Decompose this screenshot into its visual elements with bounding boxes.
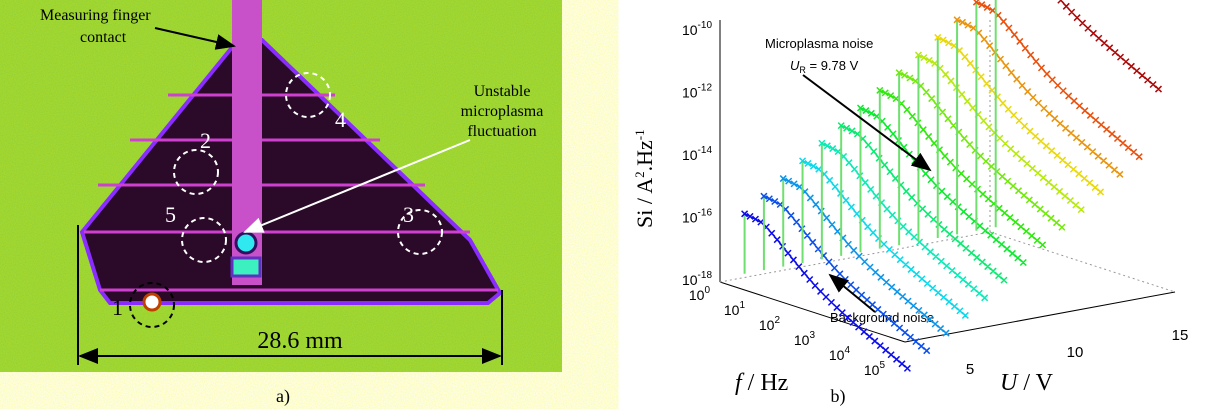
- label-part: 2: [632, 171, 647, 178]
- arrow: [154, 27, 236, 50]
- microplasma-label: Microplasma noise: [765, 36, 873, 51]
- label-part: .Hz: [632, 140, 657, 171]
- fluctuation-label: microplasma: [461, 103, 544, 120]
- arrow: [802, 74, 932, 172]
- trace: [972, 0, 1143, 161]
- tick-label: 105: [864, 360, 886, 378]
- cell: [79, 38, 503, 305]
- tick-base: 10: [682, 22, 698, 38]
- tick-base: 10: [794, 332, 810, 348]
- caption: a): [276, 386, 290, 407]
- trace: [856, 104, 1027, 267]
- tick-label: 101: [724, 300, 746, 318]
- spot-label: 5: [165, 202, 176, 227]
- spot-label: 1: [112, 295, 123, 320]
- tick-base: 10: [689, 287, 705, 303]
- tick-exp: 5: [879, 360, 885, 371]
- tick-exp: 1: [739, 300, 745, 311]
- hot-spot: [142, 292, 162, 312]
- label-part: f: [735, 370, 745, 396]
- tick-label: 10-10: [682, 20, 712, 38]
- trace: [837, 122, 1008, 284]
- y-axis-label: Si / A2.Hz-1: [632, 129, 657, 228]
- tick-base: 10: [829, 347, 845, 363]
- label-part: / Hz: [742, 370, 789, 396]
- dimension: 28.6 mm: [257, 328, 343, 354]
- tick-exp: -18: [698, 270, 713, 281]
- trace: [760, 192, 931, 355]
- tick-label: 10-16: [682, 208, 712, 226]
- arrow: [828, 273, 876, 313]
- tick-label: 15: [1172, 327, 1189, 344]
- tick-exp: -10: [698, 20, 713, 31]
- spot-label: 4: [335, 107, 346, 132]
- u-axis-label: U / V: [1000, 370, 1054, 396]
- trace: [1057, 0, 1163, 93]
- tick-exp: 4: [844, 345, 850, 356]
- tick-label: 104: [829, 345, 851, 363]
- tick-base: 10: [682, 85, 698, 101]
- tick-label: 10-14: [682, 145, 712, 163]
- label-part: R: [799, 65, 806, 75]
- label-part: Si / A: [632, 178, 657, 228]
- tick-label: 100: [689, 285, 711, 303]
- label-part: -1: [632, 129, 647, 140]
- spot-label: 3: [403, 202, 414, 227]
- trace: [914, 51, 1085, 214]
- panel-b: Si / A2.Hz-1 f / Hz U / V Microplasma no…: [632, 0, 1188, 407]
- tick-base: 10: [724, 302, 740, 318]
- tick-base: 10: [682, 210, 698, 226]
- tick-exp: -14: [698, 145, 713, 156]
- finger-label: contact: [80, 29, 127, 46]
- tick-label: 10-18: [682, 270, 712, 288]
- trace: [741, 210, 911, 372]
- tick-base: 10: [682, 147, 698, 163]
- tick-label: 5: [966, 361, 974, 378]
- trace: [876, 86, 1047, 249]
- f-axis-label: f / Hz: [735, 370, 788, 396]
- trace: [799, 157, 969, 319]
- label-part: U: [790, 58, 800, 73]
- fluctuation-label: Unstable: [474, 83, 531, 100]
- mark: [129, 282, 175, 328]
- caption: b): [831, 386, 846, 407]
- spot-labels: 1 2 3 4 5: [112, 107, 414, 320]
- trace: [895, 69, 1066, 231]
- tick-exp: 3: [809, 330, 815, 341]
- ur-label: UR = 9.78 V: [790, 58, 859, 75]
- tick-label: 102: [759, 315, 781, 333]
- fluctuation-label: fluctuation: [467, 123, 536, 140]
- finger-label: Measuring finger: [40, 7, 151, 24]
- tick-base: 10: [682, 272, 698, 288]
- tick-label: 10-12: [682, 83, 712, 101]
- hot-spot: [234, 231, 258, 255]
- tick-exp: 2: [774, 315, 780, 326]
- trace: [818, 139, 989, 302]
- tick-exp: 0: [704, 285, 710, 296]
- trace: [953, 16, 1124, 178]
- tick-label: 103: [794, 330, 816, 348]
- background-label: Background noise: [830, 310, 934, 325]
- label-part: U: [1000, 370, 1019, 396]
- tick-base: 10: [759, 317, 775, 333]
- spot-label: 2: [200, 128, 211, 153]
- tick-exp: -16: [698, 208, 713, 219]
- trace: [934, 33, 1105, 196]
- tick-exp: -12: [698, 83, 713, 94]
- label-part: / V: [1017, 370, 1053, 396]
- tick-base: 10: [864, 362, 880, 378]
- tick-label: 10: [1067, 344, 1084, 361]
- arrow: [243, 139, 471, 233]
- panel-a: Measuring finger contact Unstable microp…: [0, 0, 562, 407]
- spot-region: [230, 256, 262, 278]
- marks: [173, 72, 443, 263]
- label-part: = 9.78 V: [806, 58, 859, 73]
